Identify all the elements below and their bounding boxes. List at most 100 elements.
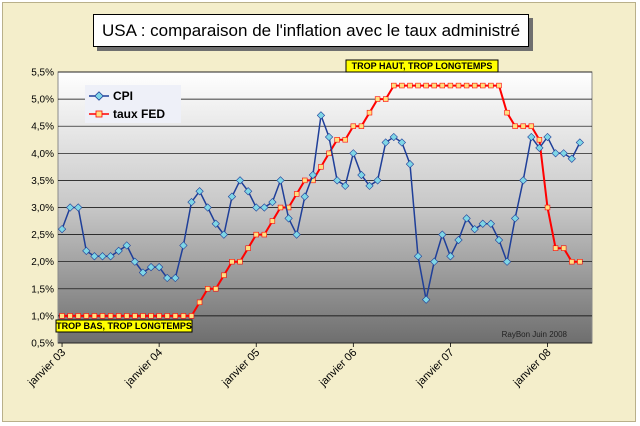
- cpi-point: [292, 230, 301, 239]
- fed-point: [431, 82, 437, 89]
- cpi-point: [519, 176, 528, 185]
- cpi-point: [98, 252, 107, 261]
- y-tick-label: 2,5%: [31, 230, 54, 241]
- cpi-point: [373, 176, 382, 185]
- fed-point: [350, 123, 357, 129]
- y-tick-label: 5,5%: [31, 68, 54, 79]
- fed-point: [342, 137, 348, 143]
- cpi-point: [235, 176, 245, 185]
- cpi-point: [211, 219, 220, 228]
- fed-point: [237, 258, 243, 265]
- series-layer: [57, 82, 584, 319]
- cpi-point: [195, 187, 204, 196]
- cpi-point: [430, 257, 439, 266]
- legend-cpi-label: CPI: [113, 89, 133, 103]
- y-tick-label: 1,5%: [31, 284, 54, 295]
- cpi-point: [551, 149, 560, 158]
- x-tick-label: janvier 06: [317, 347, 360, 390]
- cpi-point: [446, 252, 455, 261]
- cpi-point: [486, 219, 495, 228]
- y-tick-label: 0,5%: [31, 339, 54, 350]
- cpi-point: [74, 203, 83, 212]
- fed-point: [407, 82, 413, 89]
- fed-point: [496, 82, 502, 89]
- fed-point: [229, 258, 235, 265]
- y-tick-label: 3,5%: [31, 176, 54, 187]
- cpi-point: [276, 176, 285, 185]
- series-fed: [59, 82, 583, 319]
- cpi-point: [82, 246, 91, 255]
- annotation-low-text: TROP BAS, TROP LONGTEMPS: [56, 321, 192, 331]
- cpi-point: [438, 230, 447, 239]
- y-tick-label: 4,0%: [31, 149, 54, 160]
- cpi-point: [575, 138, 584, 147]
- fed-point: [293, 191, 300, 197]
- cpi-point: [300, 192, 309, 201]
- fed-point: [463, 82, 470, 89]
- fed-point: [439, 82, 446, 89]
- fed-point: [520, 123, 526, 129]
- fed-point: [148, 313, 154, 319]
- fed-point: [374, 96, 381, 102]
- cpi-point: [381, 138, 390, 147]
- cpi-point: [494, 235, 504, 245]
- cpi-point: [179, 241, 188, 250]
- cpi-point: [219, 230, 228, 239]
- fed-point: [528, 123, 535, 129]
- cpi-point: [535, 143, 544, 152]
- cpi-point: [567, 154, 576, 163]
- fed-point: [415, 82, 421, 89]
- cpi-point: [308, 170, 317, 180]
- fed-point: [536, 137, 543, 143]
- fed-point: [318, 164, 324, 170]
- fed-point: [75, 313, 81, 319]
- fed-point: [140, 313, 146, 319]
- cpi-point: [122, 241, 131, 250]
- fed-point: [83, 313, 90, 319]
- fed-point: [334, 137, 340, 143]
- cpi-point: [397, 138, 406, 147]
- cpi-point: [171, 273, 180, 283]
- fed-point: [67, 313, 73, 319]
- cpi-point: [502, 257, 512, 266]
- cpi-point: [163, 273, 172, 283]
- y-tick-label: 2,0%: [31, 257, 54, 268]
- fed-point: [245, 245, 251, 251]
- fed-point: [132, 313, 138, 319]
- y-tick-label: 5,0%: [31, 95, 54, 106]
- cpi-point: [268, 197, 277, 207]
- cpi-point: [454, 235, 463, 245]
- legend-fed-label: taux FED: [113, 107, 165, 121]
- fed-point: [91, 313, 98, 319]
- cpi-point: [227, 192, 237, 201]
- fed-point: [107, 313, 114, 319]
- annotation-low: TROP BAS, TROP LONGTEMPS: [55, 319, 193, 333]
- fed-point: [480, 82, 486, 89]
- chart-title: USA : comparaison de l'inflation avec le…: [93, 14, 529, 47]
- cpi-point: [559, 149, 568, 158]
- cpi-point: [478, 219, 487, 228]
- fed-point: [269, 218, 276, 224]
- cpi-point: [422, 295, 431, 304]
- cpi-point: [90, 252, 99, 261]
- cpi-point: [106, 252, 115, 261]
- cpi-point: [155, 263, 164, 272]
- cpi-point: [244, 187, 253, 196]
- x-tick-label: janvier 05: [219, 347, 262, 390]
- annotation-high: TROP HAUT, TROP LONGTEMPS: [345, 59, 499, 73]
- cpi-point: [284, 214, 293, 223]
- cpi-point: [66, 203, 75, 212]
- fed-point: [124, 313, 130, 319]
- cpi-point: [260, 203, 269, 212]
- cpi-point: [349, 149, 358, 158]
- fed-point: [261, 231, 268, 238]
- annotation-high-text: TROP HAUT, TROP LONGTEMPS: [352, 61, 493, 71]
- y-tick-label: 3,0%: [31, 203, 54, 214]
- cpi-point: [511, 214, 520, 223]
- cpi-point: [389, 132, 398, 142]
- cpi-point: [203, 203, 212, 212]
- cpi-point: [413, 252, 423, 261]
- fed-point: [59, 313, 65, 319]
- fed-point: [391, 82, 397, 89]
- fed-point: [577, 258, 583, 265]
